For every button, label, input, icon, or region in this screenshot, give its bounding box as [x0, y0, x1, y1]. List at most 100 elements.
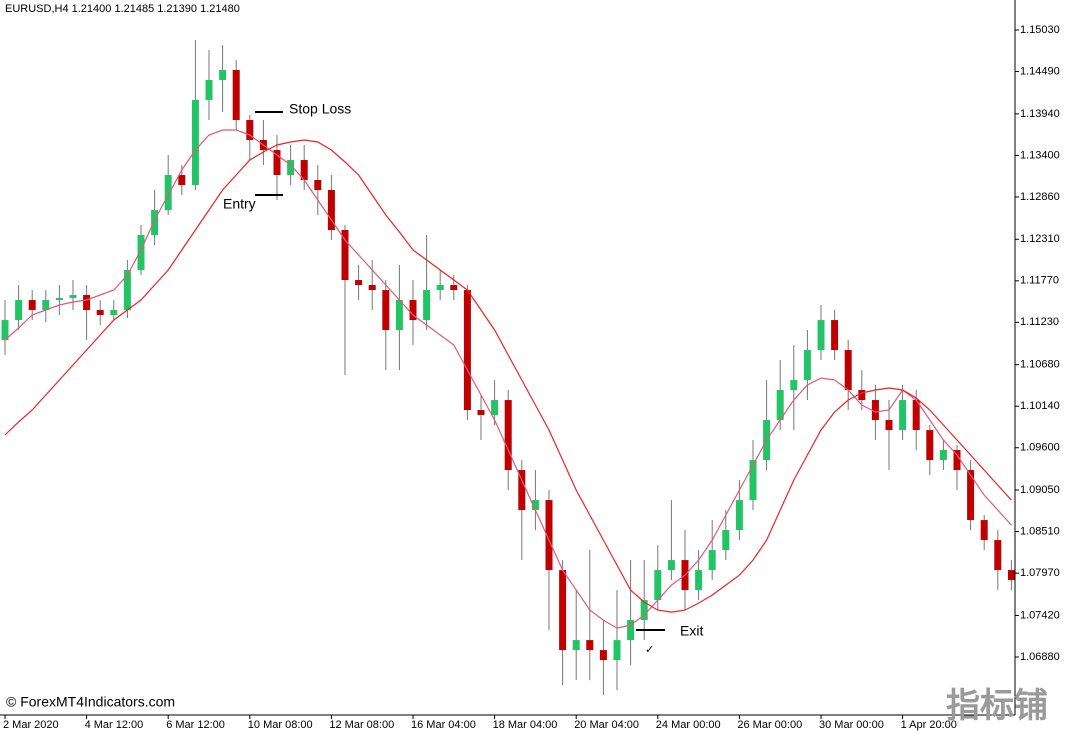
exit-check: ✓: [645, 644, 654, 656]
chart-title: EURUSD,H4 1.21400 1.21485 1.21390 1.2148…: [5, 3, 240, 15]
candle-body: [1, 320, 9, 341]
candle-body: [355, 280, 363, 286]
candle-body: [926, 430, 934, 461]
candle-body: [885, 420, 893, 431]
entry-label: Entry: [223, 196, 256, 212]
candle-body: [654, 570, 662, 601]
candle-body: [382, 290, 390, 331]
candle-body: [722, 530, 730, 551]
x-tick-label: 26 Mar 00:00: [737, 719, 802, 731]
candle-body: [518, 470, 526, 511]
plot-area: [1, 40, 1015, 696]
y-tick-label: 1.13400: [1020, 149, 1060, 161]
y-tick-label: 1.10680: [1020, 359, 1060, 371]
candle-body: [491, 400, 499, 416]
x-tick-label: 30 Mar 00:00: [819, 719, 884, 731]
candle-body: [899, 400, 907, 431]
candle-body: [69, 295, 77, 299]
candle-body: [178, 175, 186, 186]
x-tick-label: 12 Mar 08:00: [329, 719, 394, 731]
candle-body: [15, 300, 23, 321]
x-tick-label: 10 Mar 08:00: [248, 719, 313, 731]
y-tick-label: 1.09050: [1020, 484, 1060, 496]
candle-body: [395, 300, 403, 331]
x-tick-label: 6 Mar 12:00: [166, 719, 225, 731]
candle-body: [640, 600, 648, 621]
y-tick-label: 1.10140: [1020, 400, 1060, 412]
candle-body: [504, 400, 512, 471]
candle-body: [123, 270, 131, 311]
candle-body: [1007, 570, 1015, 581]
corner-mark: 指标铺: [946, 687, 1048, 725]
candle-body: [572, 640, 580, 651]
x-tick-label: 20 Mar 04:00: [574, 719, 639, 731]
y-tick-label: 1.15030: [1020, 24, 1060, 36]
x-tick-label: 18 Mar 04:00: [493, 719, 558, 731]
y-tick-label: 1.13940: [1020, 108, 1060, 120]
candle-body: [164, 175, 172, 211]
candle-body: [42, 300, 50, 311]
candle-body: [980, 520, 988, 541]
candle-body: [967, 470, 975, 521]
candle-body: [151, 210, 159, 236]
candle-body: [695, 570, 703, 591]
candle-body: [463, 290, 471, 411]
candle-body: [191, 100, 199, 186]
candle-body: [953, 450, 961, 471]
y-tick-label: 1.06880: [1020, 651, 1060, 663]
y-tick-label: 1.11230: [1020, 316, 1059, 328]
candle-body: [735, 500, 743, 531]
candle-body: [599, 650, 607, 661]
candle-body: [450, 285, 458, 291]
candle-body: [205, 80, 213, 101]
candle-body: [708, 550, 716, 571]
candle-body: [96, 310, 104, 316]
x-tick-label: 24 Mar 00:00: [656, 719, 721, 731]
stop-loss-label: Stop Loss: [289, 101, 351, 117]
x-tick-label: 16 Mar 04:00: [411, 719, 476, 731]
moving-average-line: [4, 139, 1012, 613]
candle-body: [545, 500, 553, 571]
candle-body: [273, 150, 281, 176]
candle-body: [531, 500, 539, 511]
candle-body: [409, 300, 417, 321]
y-tick-label: 1.12310: [1020, 233, 1060, 245]
candle-body: [844, 350, 852, 391]
y-tick-label: 1.07420: [1020, 609, 1060, 621]
candle-body: [83, 295, 91, 311]
candle-body: [287, 160, 295, 176]
candle-body: [912, 400, 920, 431]
candle-body: [219, 70, 227, 81]
candle-body: [110, 310, 118, 316]
candle-body: [559, 570, 567, 651]
candle-body: [817, 320, 825, 351]
candle-body: [858, 390, 866, 401]
candle-body: [341, 230, 349, 281]
candle-body: [246, 120, 254, 141]
candle-body: [300, 160, 308, 181]
candle-body: [28, 300, 36, 311]
candle-body: [55, 298, 63, 301]
candle-body: [613, 640, 621, 661]
candle-body: [314, 180, 322, 191]
candle-body: [994, 540, 1002, 571]
candle-body: [232, 70, 240, 121]
candle-body: [436, 285, 444, 291]
candle-body: [477, 410, 485, 416]
x-tick-label: 1 Apr 20:00: [901, 719, 957, 731]
candle-body: [368, 285, 376, 291]
moving-average-line: [4, 129, 1012, 629]
candle-body: [871, 400, 879, 421]
y-tick-label: 1.11770: [1020, 275, 1059, 287]
candle-body: [831, 320, 839, 351]
y-tick-label: 1.07970: [1020, 567, 1060, 579]
candle-body: [327, 190, 335, 231]
candle-body: [423, 290, 431, 321]
exit-label: Exit: [680, 623, 703, 639]
candle-body: [627, 620, 635, 641]
y-tick-label: 1.09600: [1020, 442, 1060, 454]
y-tick-label: 1.12860: [1020, 191, 1060, 203]
candle-body: [790, 380, 798, 391]
